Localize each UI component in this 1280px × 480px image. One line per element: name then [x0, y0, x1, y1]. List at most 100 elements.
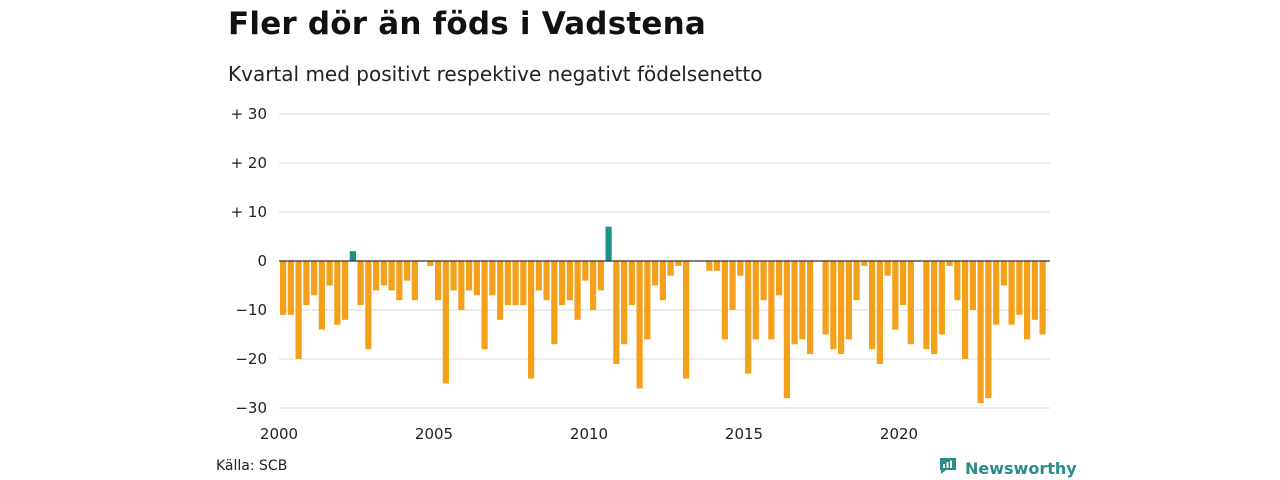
bar [442, 261, 449, 384]
bar [388, 261, 395, 291]
bar [590, 261, 597, 310]
bar [287, 261, 294, 315]
bar [458, 261, 465, 310]
bar [520, 261, 527, 306]
bar [473, 261, 480, 296]
bar [783, 261, 790, 399]
bar [489, 261, 496, 296]
bar [644, 261, 651, 340]
bar [845, 261, 852, 340]
bar [900, 261, 907, 306]
bar [853, 261, 860, 301]
bar [822, 261, 829, 335]
bar [737, 261, 744, 276]
bar [497, 261, 504, 320]
bar [729, 261, 736, 310]
bar [776, 261, 783, 296]
bar [628, 261, 635, 306]
bar [326, 261, 333, 286]
bar [993, 261, 1000, 325]
bar [373, 261, 380, 291]
brand-name: Newsworthy [965, 458, 1077, 478]
bar [799, 261, 806, 340]
bar [969, 261, 976, 310]
bar [566, 261, 573, 301]
bar [318, 261, 325, 330]
y-tick-label: −30 [235, 399, 267, 417]
bar [466, 261, 473, 291]
x-tick-label: 2010 [570, 425, 608, 443]
bar [311, 261, 318, 296]
newsworthy-chat-chart-icon [938, 456, 958, 480]
bar [342, 261, 349, 320]
bar [861, 261, 868, 266]
x-tick-label: 2015 [725, 425, 763, 443]
bar [380, 261, 387, 286]
y-tick-label: −20 [235, 350, 267, 368]
bar [559, 261, 566, 306]
y-tick-label: + 20 [231, 154, 267, 172]
bar [574, 261, 581, 320]
bar [768, 261, 775, 340]
bar [1024, 261, 1031, 340]
bar [504, 261, 511, 306]
bar [435, 261, 442, 301]
bar [745, 261, 752, 374]
bar [985, 261, 992, 399]
chart-title: Fler dör än föds i Vadstena [228, 6, 706, 42]
x-tick-label: 2020 [880, 425, 918, 443]
bar [838, 261, 845, 355]
bar [613, 261, 620, 364]
bar [450, 261, 457, 291]
bar [721, 261, 728, 340]
bar [597, 261, 604, 291]
bar [535, 261, 542, 291]
bar [923, 261, 930, 350]
bar [752, 261, 759, 340]
bar [396, 261, 403, 301]
y-tick-label: 0 [257, 252, 267, 270]
x-tick-labels: 2000 2005 2010 2015 2020 [260, 425, 918, 443]
bar [1031, 261, 1038, 320]
bar [512, 261, 519, 306]
bar [334, 261, 341, 325]
bar [706, 261, 713, 271]
bar-chart: + 30+ 20+ 100−10−20−30 2000 2005 2010 2015 2… [231, 105, 1050, 443]
bar [295, 261, 302, 359]
bar [683, 261, 690, 379]
bar [869, 261, 876, 350]
bar [543, 261, 550, 301]
bar [582, 261, 589, 281]
bar [1039, 261, 1046, 335]
bar [1008, 261, 1015, 325]
bar [349, 251, 356, 261]
bar [528, 261, 535, 379]
bar [931, 261, 938, 355]
bar [303, 261, 310, 306]
bar [1016, 261, 1023, 315]
bar [427, 261, 434, 266]
bar [884, 261, 891, 276]
bar [977, 261, 984, 404]
x-tick-label: 2000 [260, 425, 298, 443]
bar [652, 261, 659, 286]
bar [946, 261, 953, 266]
bar [411, 261, 418, 301]
bar [892, 261, 899, 330]
bar [962, 261, 969, 359]
bar [551, 261, 558, 345]
y-tick-label: + 10 [231, 203, 267, 221]
bar [954, 261, 961, 301]
bar [876, 261, 883, 364]
y-tick-label: + 30 [231, 105, 267, 123]
newsworthy-logo: Newsworthy [938, 456, 1077, 480]
bar [675, 261, 682, 266]
bar [938, 261, 945, 335]
bar [1000, 261, 1007, 286]
bar [636, 261, 643, 389]
bar [621, 261, 628, 345]
x-tick-label: 2005 [415, 425, 453, 443]
bar [659, 261, 666, 301]
bar [830, 261, 837, 350]
chart-subtitle: Kvartal med positivt respektive negativt… [228, 62, 763, 86]
